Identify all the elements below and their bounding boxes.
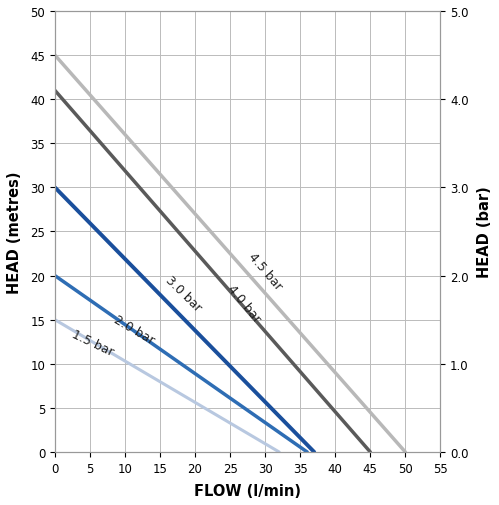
Text: 3.0 bar: 3.0 bar bbox=[163, 273, 204, 314]
Y-axis label: HEAD (metres): HEAD (metres) bbox=[7, 171, 22, 293]
Text: 2.0 bar: 2.0 bar bbox=[111, 313, 156, 346]
Text: 4.5 bar: 4.5 bar bbox=[246, 250, 285, 292]
Text: 1.5 bar: 1.5 bar bbox=[69, 327, 115, 358]
Text: 4.0 bar: 4.0 bar bbox=[225, 282, 263, 325]
Y-axis label: HEAD (bar): HEAD (bar) bbox=[477, 186, 492, 278]
X-axis label: FLOW (l/min): FLOW (l/min) bbox=[194, 483, 301, 498]
